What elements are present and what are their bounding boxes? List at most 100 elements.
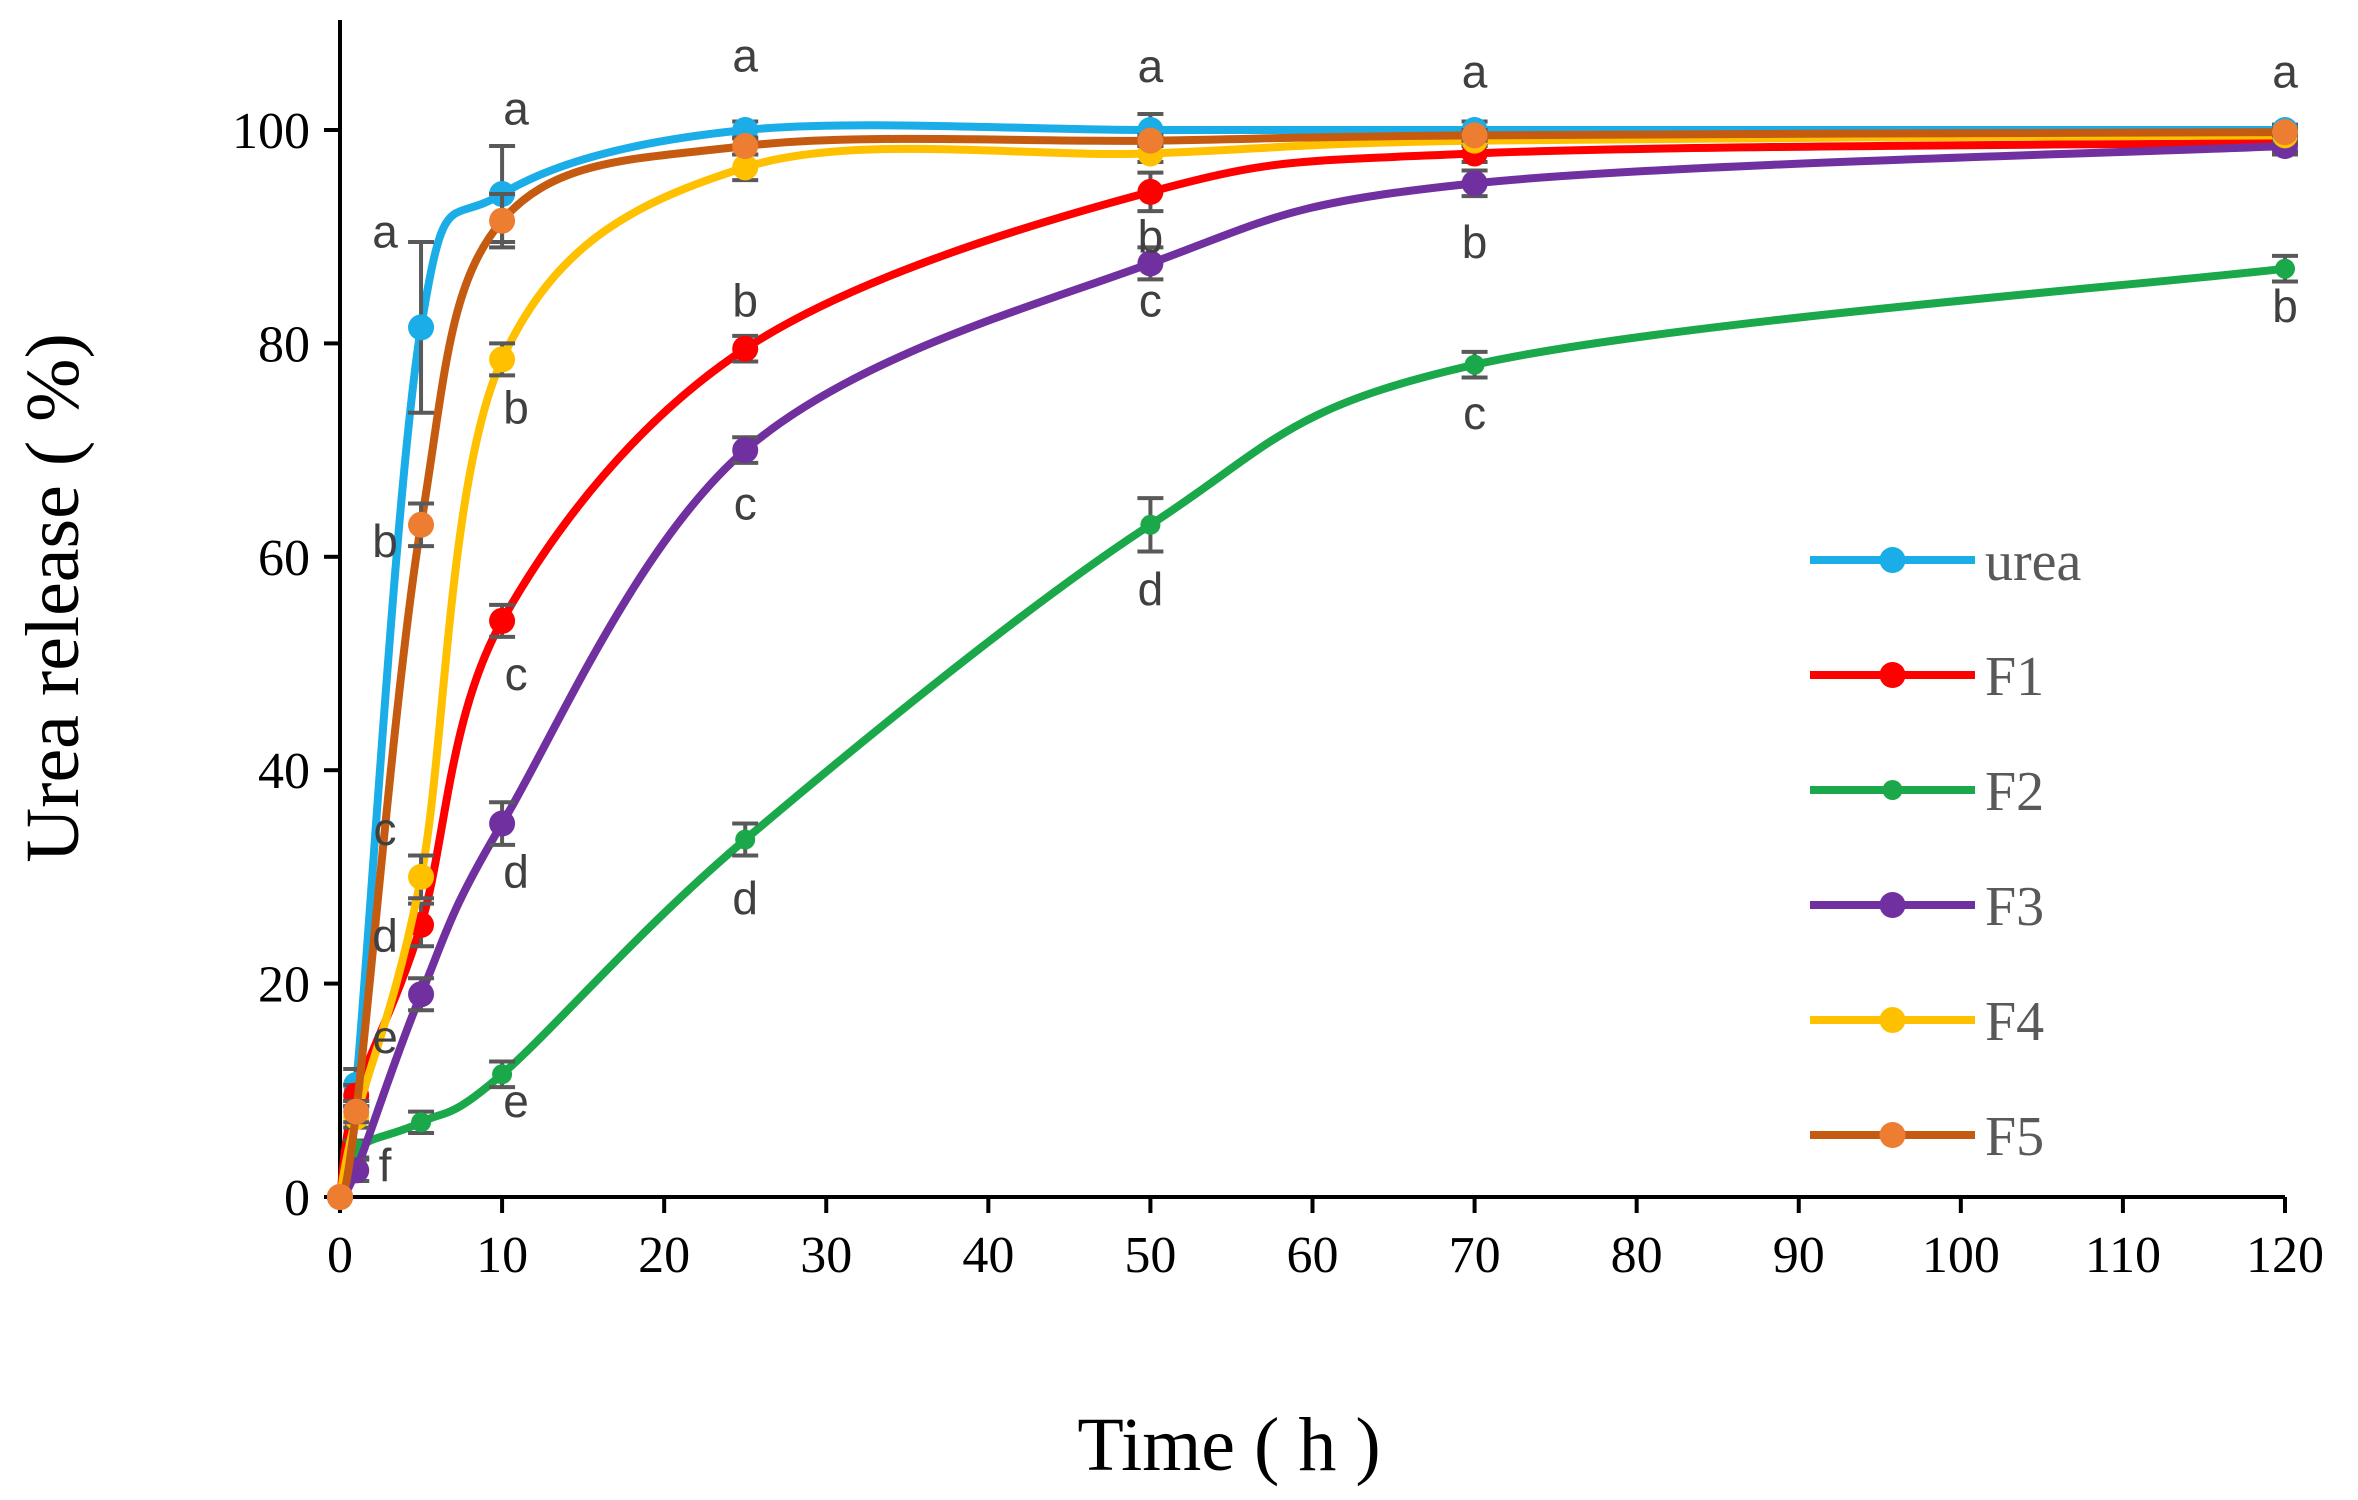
- x-tick-label: 0: [327, 1227, 353, 1284]
- x-tick-label: 110: [2085, 1227, 2161, 1284]
- legend-label: F1: [1985, 646, 2044, 708]
- data-point-f2: [411, 1112, 432, 1133]
- legend-item-f1: F1: [1810, 646, 2044, 708]
- legend-item-f2: F2: [1810, 761, 2044, 823]
- series-f5: [327, 119, 2298, 1210]
- significance-letter: c: [374, 803, 397, 855]
- legend-item-f3: F3: [1810, 876, 2044, 938]
- data-point-f5: [408, 511, 435, 538]
- y-tick-label: 80: [258, 316, 310, 373]
- significance-letter: d: [1138, 563, 1164, 615]
- x-tick-label: 120: [2246, 1227, 2324, 1284]
- data-point-f5: [489, 207, 516, 234]
- legend-label: urea: [1985, 531, 2082, 593]
- significance-letter: c: [505, 648, 528, 700]
- data-point-f2: [2275, 258, 2295, 279]
- data-point-f3: [1137, 250, 1164, 277]
- x-tick-label: 70: [1449, 1227, 1501, 1284]
- legend-swatch-marker: [1879, 1122, 1906, 1148]
- data-point-f3: [489, 810, 516, 837]
- significance-letter: a: [732, 29, 758, 81]
- series-line-f1: [336, 138, 2289, 1201]
- x-tick-label: 100: [1922, 1227, 2000, 1284]
- legend-swatch-marker: [1879, 547, 1906, 573]
- significance-letter: c: [734, 477, 757, 529]
- legend-swatch-marker: [1879, 892, 1906, 918]
- legend-item-f4: F4: [1810, 991, 2044, 1053]
- significance-letter: b: [1138, 211, 1164, 263]
- x-tick-label: 30: [800, 1227, 852, 1284]
- significance-letter: b: [503, 381, 529, 433]
- y-axis-title: Urea release ( %): [11, 333, 95, 863]
- data-point-f2: [1464, 354, 1485, 375]
- data-point-f5: [2272, 119, 2298, 146]
- significance-letter: c: [1139, 275, 1162, 327]
- significance-letter: a: [372, 205, 398, 257]
- y-tick-label: 100: [232, 103, 310, 160]
- y-tick-label: 20: [258, 957, 310, 1014]
- data-point-f2: [492, 1064, 513, 1085]
- significance-letter: b: [732, 275, 758, 327]
- series-layer: [327, 111, 2298, 1210]
- legend-label: F5: [1985, 1106, 2044, 1168]
- significance-letter: b: [1462, 216, 1488, 268]
- data-point-f5: [732, 133, 759, 160]
- data-point-f5: [343, 1098, 370, 1125]
- x-tick-label: 50: [1124, 1227, 1176, 1284]
- series-line-f2: [336, 264, 2289, 1201]
- data-point-f1: [732, 335, 759, 362]
- x-tick-label: 80: [1611, 1227, 1663, 1284]
- significance-letter: b: [372, 515, 398, 567]
- significance-letter: a: [1138, 40, 1164, 92]
- significance-letter: e: [372, 1011, 398, 1063]
- legend-label: F4: [1985, 991, 2044, 1053]
- data-point-f2: [735, 829, 756, 850]
- series-line-urea: [336, 121, 2289, 1201]
- y-tick-label: 60: [258, 530, 310, 587]
- series-line-f5: [336, 128, 2289, 1201]
- x-tick-label: 40: [962, 1227, 1014, 1284]
- data-point-f5: [1137, 127, 1164, 154]
- significance-letter: c: [1463, 387, 1486, 439]
- x-tick-label: 10: [476, 1227, 528, 1284]
- data-point-f1: [489, 607, 516, 634]
- legend-swatch-marker: [1882, 780, 1903, 800]
- significance-letter: f: [379, 1139, 392, 1191]
- legend-swatch-marker: [1879, 662, 1906, 688]
- data-point-f3: [732, 437, 759, 464]
- legend: urea F1 F2 F3 F4 F5: [1810, 531, 2082, 1168]
- y-tick-label: 0: [284, 1170, 310, 1227]
- data-point-f3: [1461, 170, 1488, 197]
- x-tick-label: 60: [1287, 1227, 1339, 1284]
- data-point-f4: [408, 863, 435, 890]
- legend-swatch-marker: [1879, 1007, 1906, 1033]
- x-axis-title: Time ( h ): [1077, 1403, 1380, 1487]
- data-point-urea: [408, 314, 435, 341]
- legend-item-urea: urea: [1810, 531, 2082, 593]
- y-tick-label: 40: [258, 743, 310, 800]
- significance-letter: e: [503, 1075, 529, 1127]
- significance-letter: d: [732, 872, 758, 924]
- data-point-f5: [327, 1184, 353, 1210]
- significance-letter: a: [1462, 45, 1488, 97]
- x-tick-label: 90: [1773, 1227, 1825, 1284]
- data-point-f2: [1140, 514, 1161, 535]
- legend-item-f5: F5: [1810, 1106, 2044, 1168]
- significance-letter: d: [372, 910, 398, 962]
- data-point-f4: [732, 154, 759, 181]
- legend-label: F3: [1985, 876, 2044, 938]
- significance-letter: d: [503, 846, 529, 898]
- data-point-f5: [1461, 122, 1488, 149]
- legend-label: F2: [1985, 761, 2044, 823]
- significance-letter: a: [2272, 45, 2298, 97]
- axes: 0 20 40 60 80 100 0 10 20 30 40 50 60 70 80 90 100 110 120: [232, 20, 2324, 1284]
- x-tick-label: 20: [638, 1227, 690, 1284]
- data-point-f3: [408, 981, 435, 1008]
- significance-letter: b: [2272, 280, 2298, 332]
- series-f2: [330, 253, 2298, 1207]
- significance-letter: a: [503, 83, 529, 135]
- data-point-f4: [489, 346, 516, 373]
